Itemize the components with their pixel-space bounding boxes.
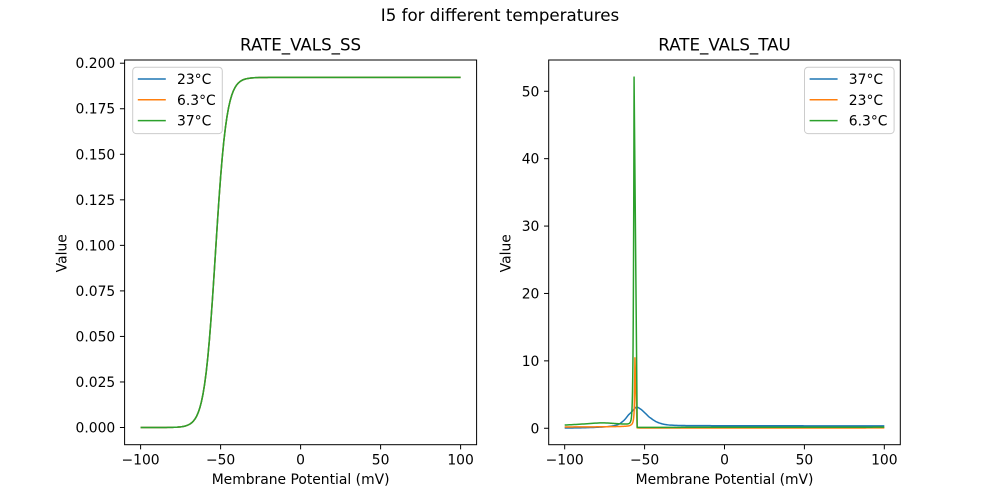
x-tick-label: 0 <box>296 452 305 468</box>
x-axis-label: Membrane Potential (mV) <box>636 472 814 488</box>
y-tick-label: 20 <box>522 286 540 302</box>
legend-label: 37°C <box>177 114 211 130</box>
legend-label: 37°C <box>849 72 883 88</box>
legend: 23°C 6.3°C 37°C <box>132 66 223 135</box>
y-tick-label: 10 <box>522 354 540 370</box>
subplot-tau: −100 −50 0 50 100 0 10 20 30 40 50 RATE_… <box>499 35 901 488</box>
series-line-6.3c <box>564 76 885 429</box>
legend-label: 23°C <box>177 72 211 88</box>
y-tick-label: 0.200 <box>76 56 116 72</box>
series-lines <box>140 76 461 429</box>
x-axis-label: Membrane Potential (mV) <box>212 472 390 488</box>
axes-spines <box>124 59 478 446</box>
y-tick-label: 0.050 <box>76 329 116 345</box>
legend-frame <box>132 66 223 135</box>
x-tick-label: −50 <box>630 452 659 468</box>
x-tick-label: 50 <box>372 452 390 468</box>
y-tick-label: 0.100 <box>76 238 116 254</box>
x-tick-label: −100 <box>546 452 584 468</box>
y-axis-label: Value <box>54 234 70 272</box>
legend: 37°C 23°C 6.3°C <box>804 66 895 135</box>
x-tick-label: 0 <box>720 452 729 468</box>
series-line-37c <box>564 406 885 429</box>
x-tick-label: −100 <box>122 452 160 468</box>
y-tick-label: 50 <box>522 84 540 100</box>
y-axis-label: Value <box>499 234 515 272</box>
legend-label: 23°C <box>849 93 883 109</box>
series-lines <box>564 76 885 429</box>
y-tick-label: 0.175 <box>76 102 116 118</box>
axes-spines <box>548 59 901 446</box>
x-tick-label: 100 <box>447 452 473 468</box>
y-tick-label: 30 <box>522 219 540 235</box>
legend-label: 6.3°C <box>849 114 888 130</box>
series-line-37c <box>140 76 461 429</box>
axes-title: RATE_VALS_TAU <box>658 35 790 55</box>
y-tick-label: 0.075 <box>76 284 116 300</box>
y-tick-label: 0.150 <box>76 147 116 163</box>
axes-title: RATE_VALS_SS <box>240 35 361 55</box>
x-tick-label: 100 <box>871 452 897 468</box>
x-tick-label: 50 <box>796 452 814 468</box>
y-tick-label: 0.025 <box>76 375 116 391</box>
subplot-ss: −100 −50 0 50 100 0.000 0.025 0.050 0.07… <box>54 35 478 488</box>
y-tick-label: 0 <box>531 421 540 437</box>
y-tick-label: 40 <box>522 152 540 168</box>
y-tick-label: 0.125 <box>76 193 116 209</box>
legend-frame <box>804 66 895 135</box>
y-tick-label: 0.000 <box>76 421 116 437</box>
legend-label: 6.3°C <box>177 93 216 109</box>
figure-suptitle: I5 for different temperatures <box>381 6 619 25</box>
x-tick-label: −50 <box>206 452 235 468</box>
